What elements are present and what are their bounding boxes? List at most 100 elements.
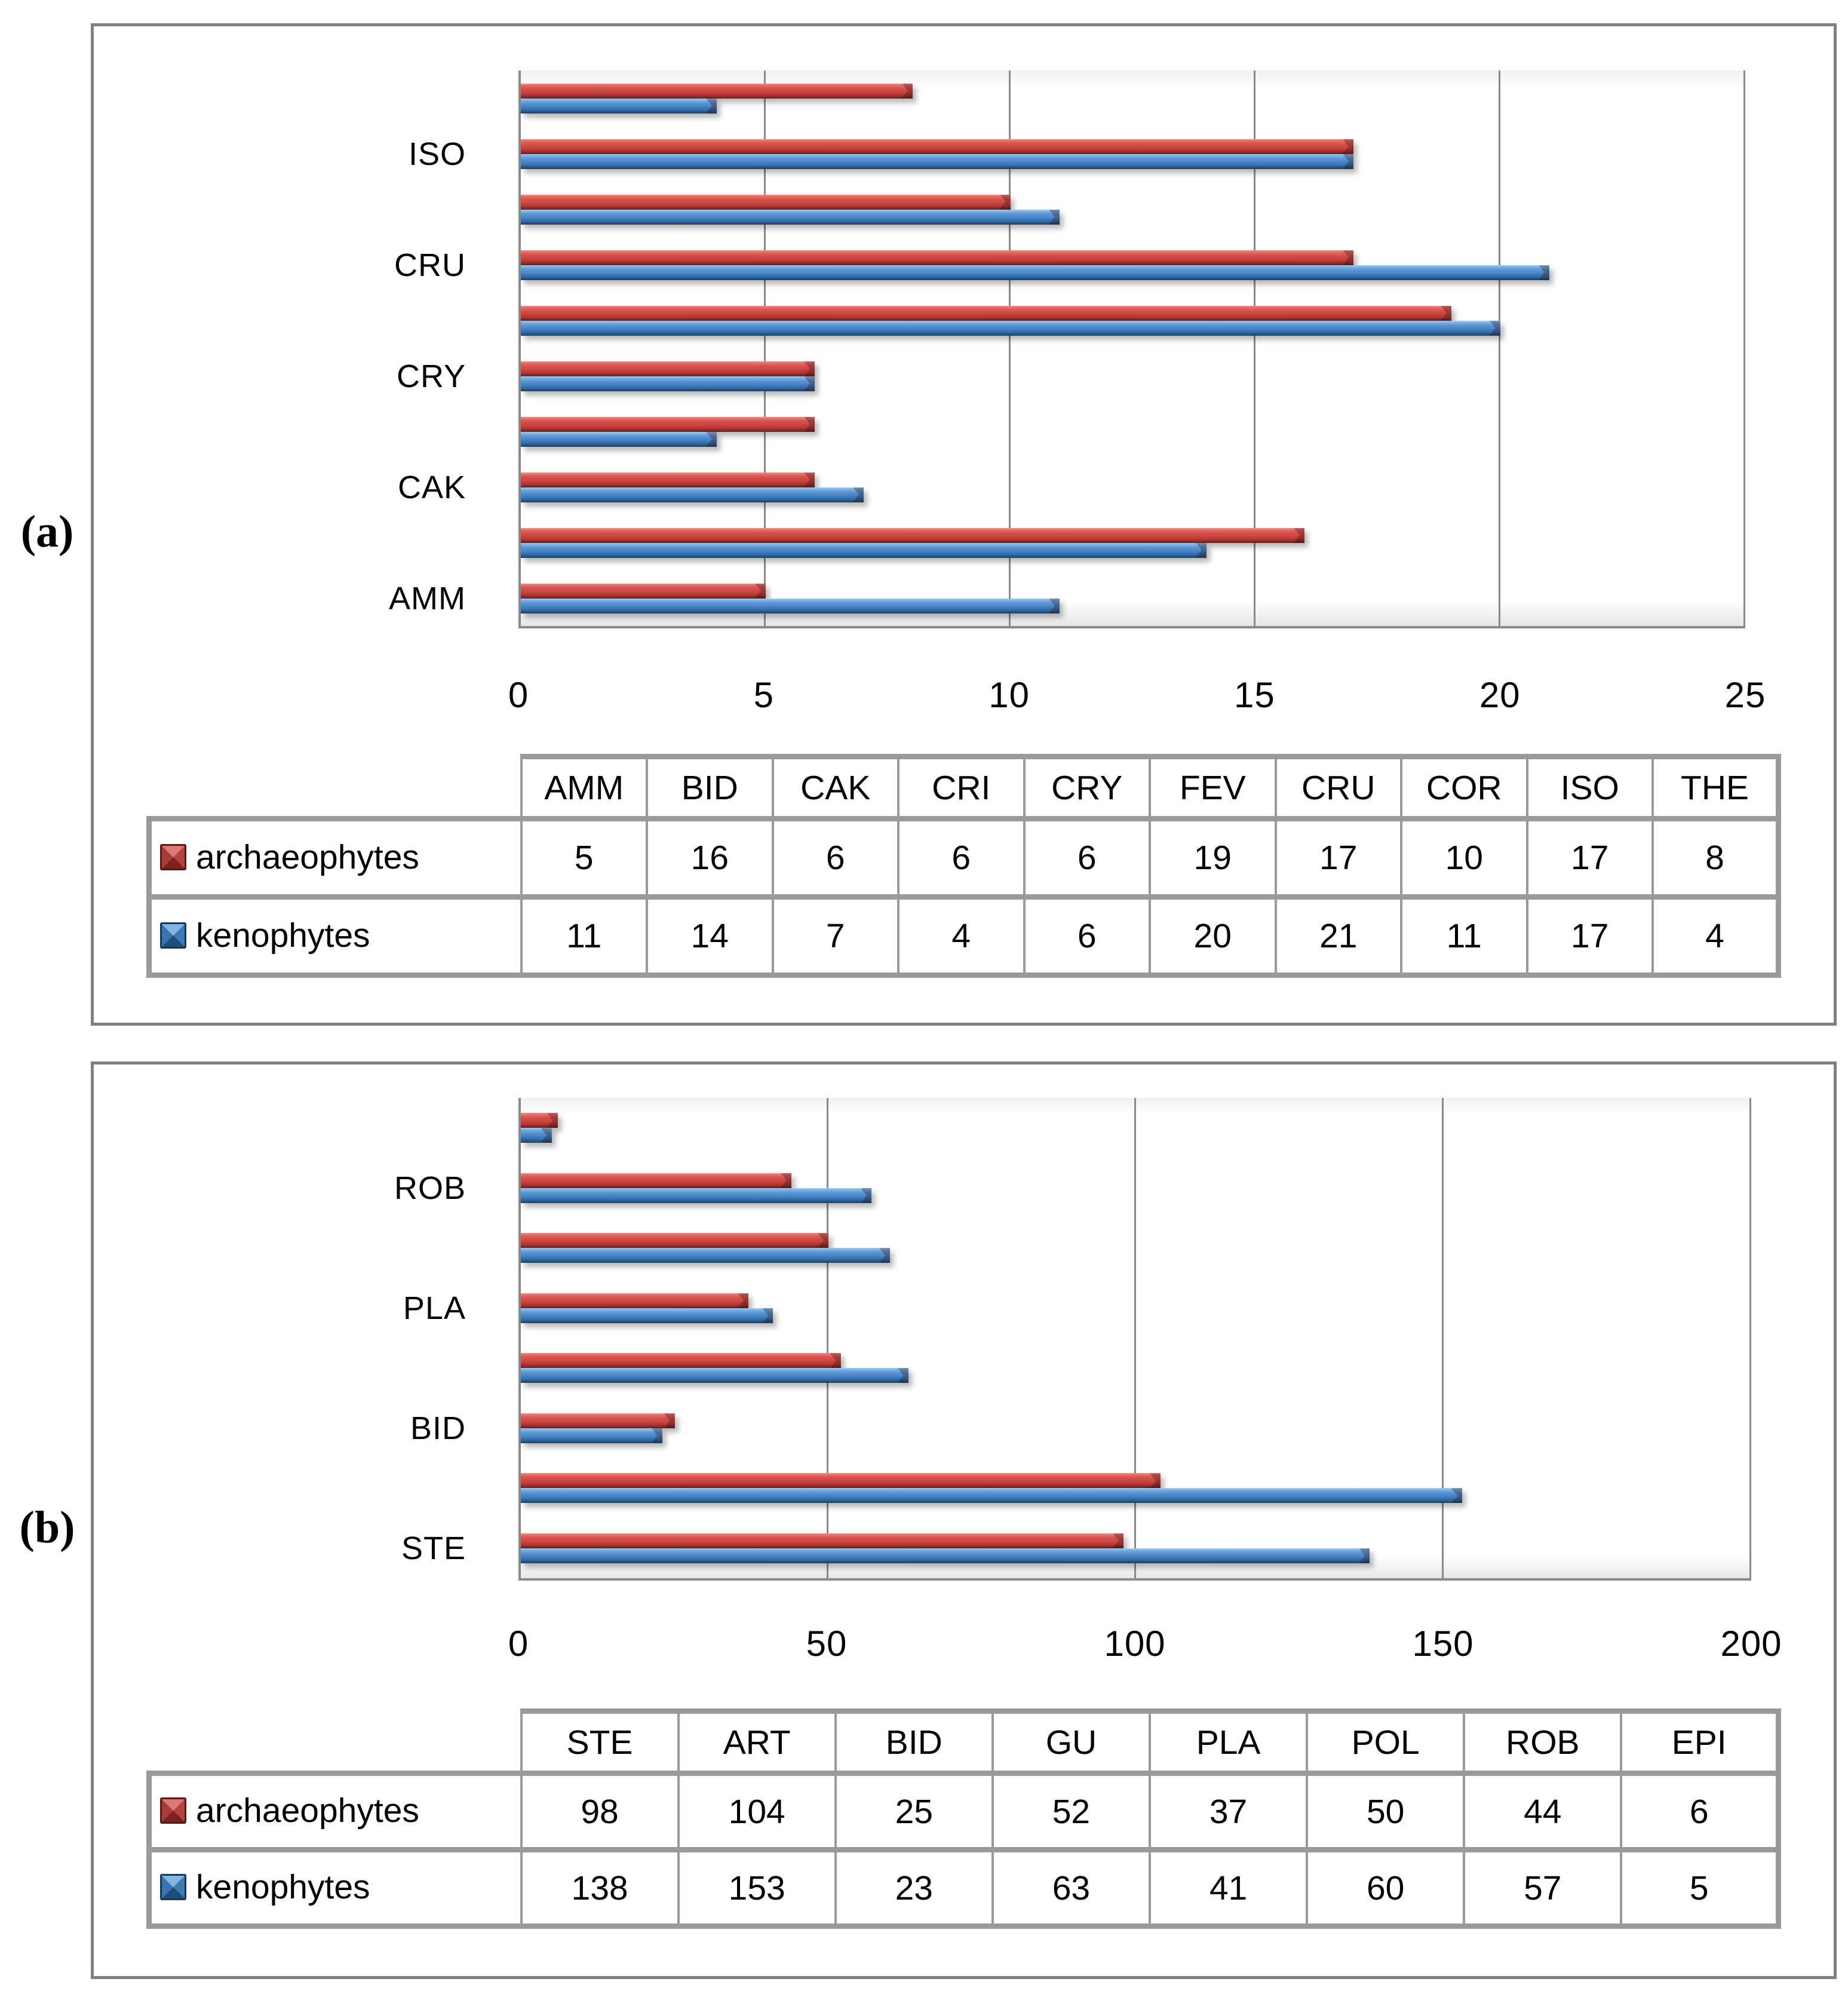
legend-key-archaeophytes-icon (160, 1797, 186, 1824)
bar-group-ART (521, 1458, 1751, 1518)
column-header-CRU: CRU (1274, 754, 1402, 821)
gridline-x-100 (1134, 1098, 1136, 1578)
category-label-CRU: CRU (394, 247, 466, 283)
value-cell-kenophytes-CRY: 6 (1023, 895, 1151, 978)
bar-kenophytes-PLA (521, 1308, 773, 1323)
bar-kenophytes-CRU (521, 265, 1549, 280)
bar-archaeophytes-BID (521, 527, 1304, 543)
bar-archaeophytes-STE (521, 1533, 1124, 1548)
value-cell-kenophytes-CAK: 7 (771, 895, 900, 978)
column-header-BID: BID (834, 1708, 994, 1776)
category-label-CAK: CAK (397, 469, 466, 505)
bar-kenophytes-BID (521, 1428, 662, 1443)
x-tick-label-100: 100 (1104, 1624, 1166, 1664)
bar-group-BID (521, 515, 1745, 570)
bar-kenophytes-CRI (521, 431, 717, 447)
category-label-CRY: CRY (396, 358, 466, 394)
series-label-kenophytes: kenophytes (155, 916, 370, 955)
table-row-archaeophytes: archaeophytes 5 16 6 6 6 19 17 10 17 8 (146, 816, 1781, 900)
bar-archaeophytes-CAK (521, 472, 815, 487)
value-cell-archaeophytes-PLA: 37 (1148, 1771, 1309, 1852)
column-header-ART: ART (677, 1708, 837, 1776)
column-header-ROB: ROB (1463, 1708, 1623, 1776)
x-tick-label-50: 50 (806, 1624, 848, 1664)
value-cell-archaeophytes-STE: 98 (520, 1771, 680, 1852)
series-name-archaeophytes: archaeophytes (196, 837, 419, 876)
value-cell-kenophytes-BID: 23 (834, 1848, 994, 1929)
value-cell-kenophytes-ISO: 17 (1525, 895, 1654, 978)
series-label-cell-archaeophytes: archaeophytes (146, 1771, 523, 1852)
bar-kenophytes-AMM (521, 598, 1060, 613)
column-header-ISO: ISO (1525, 754, 1654, 821)
value-cell-archaeophytes-THE: 8 (1651, 816, 1781, 900)
category-label-AMM: AMM (389, 580, 466, 616)
bar-kenophytes-FEV (521, 320, 1500, 336)
column-header-STE: STE (520, 1708, 680, 1776)
value-cell-archaeophytes-CAK: 6 (771, 816, 900, 900)
value-cell-kenophytes-CRU: 21 (1274, 895, 1402, 978)
bar-group-AMM: AMM (389, 570, 1745, 626)
series-label-cell-archaeophytes: archaeophytes (146, 816, 523, 900)
bar-group-BID: BID (410, 1398, 1751, 1459)
x-axis-tick-labels-a: 0 5 10 15 20 25 (508, 670, 1766, 720)
value-cell-kenophytes-CRI: 4 (897, 895, 1026, 978)
value-cell-archaeophytes-POL: 50 (1306, 1771, 1466, 1852)
table-header-row: STE ART BID GU PLA POL ROB EPI (149, 1708, 1782, 1776)
value-cell-kenophytes-AMM: 11 (520, 895, 648, 978)
series-label-kenophytes: kenophytes (155, 1867, 370, 1907)
bar-group-FEV (521, 293, 1745, 348)
value-cell-archaeophytes-CRY: 6 (1023, 816, 1151, 900)
bar-archaeophytes-FEV (521, 305, 1451, 321)
panel-a-letter: (a) (20, 507, 74, 557)
bar-kenophytes-STE (521, 1548, 1370, 1563)
value-cell-archaeophytes-AMM: 5 (520, 816, 648, 900)
panel-a: ISO CRU CRY CAK AMM 0 5 10 15 20 25 AMM BID CAK CRI C… (91, 23, 1837, 1026)
bar-archaeophytes-GU (521, 1353, 841, 1369)
bar-kenophytes-ROB (521, 1188, 872, 1203)
bar-group-PLA: PLA (403, 1278, 1751, 1339)
series-name-kenophytes: kenophytes (196, 916, 370, 955)
bar-group-COR (521, 182, 1745, 237)
table-row-kenophytes: kenophytes 11 14 7 4 6 20 21 11 17 4 (146, 895, 1781, 978)
bar-group-CRY: CRY (397, 348, 1745, 404)
category-label-PLA: PLA (403, 1290, 466, 1326)
bar-group-CRI (521, 404, 1745, 459)
value-cell-kenophytes-FEV: 20 (1149, 895, 1277, 978)
bar-archaeophytes-CRY (521, 361, 815, 376)
table-corner-blank-cell (149, 757, 521, 819)
value-cell-archaeophytes-ART: 104 (677, 1771, 837, 1852)
value-cell-archaeophytes-EPI: 6 (1620, 1771, 1782, 1852)
x-tick-label-5: 5 (753, 675, 774, 715)
value-cell-kenophytes-EPI: 5 (1620, 1848, 1782, 1929)
bar-archaeophytes-POL (521, 1233, 828, 1248)
legend-key-kenophytes-icon (160, 1874, 186, 1900)
panel-b: ROB PLA BID STE 0 50 100 150 200 STE ART BID GU PLA… (91, 1062, 1837, 1979)
panel-b-letter: (b) (19, 1502, 75, 1553)
x-axis-tick-labels-b: 0 50 100 150 200 (508, 1619, 1782, 1669)
column-header-THE: THE (1651, 754, 1781, 821)
bar-archaeophytes-AMM (521, 583, 766, 599)
column-header-CAK: CAK (771, 754, 900, 821)
bar-group-ROB: ROB (394, 1158, 1751, 1219)
x-tick-label-150: 150 (1412, 1624, 1474, 1664)
column-header-CRI: CRI (897, 754, 1026, 821)
plot-area-a: ISO CRU CRY CAK AMM (389, 70, 1745, 628)
bar-kenophytes-GU (521, 1368, 908, 1383)
data-table-b: STE ART BID GU PLA POL ROB EPI archaeophytes 98 1… (146, 1708, 1782, 1929)
value-cell-archaeophytes-CRU: 17 (1274, 816, 1402, 900)
bar-group-EPI (521, 1098, 1751, 1158)
column-header-BID: BID (646, 754, 774, 821)
x-tick-label-10: 10 (989, 675, 1030, 715)
data-table-a: AMM BID CAK CRI CRY FEV CRU COR ISO THE archaeoph… (146, 754, 1781, 978)
table-row-kenophytes: kenophytes 138 153 23 63 41 60 57 5 (146, 1848, 1782, 1929)
bar-group-CRU: CRU (394, 237, 1745, 293)
bar-archaeophytes-COR (521, 194, 1011, 210)
column-header-CRY: CRY (1023, 754, 1151, 821)
value-cell-kenophytes-ART: 153 (677, 1848, 837, 1929)
value-cell-archaeophytes-CRI: 6 (897, 816, 1026, 900)
value-cell-kenophytes-COR: 11 (1400, 895, 1528, 978)
bar-group-ISO: ISO (409, 126, 1745, 182)
bar-kenophytes-CRY (521, 376, 815, 391)
series-label-archaeophytes: archaeophytes (155, 837, 419, 877)
